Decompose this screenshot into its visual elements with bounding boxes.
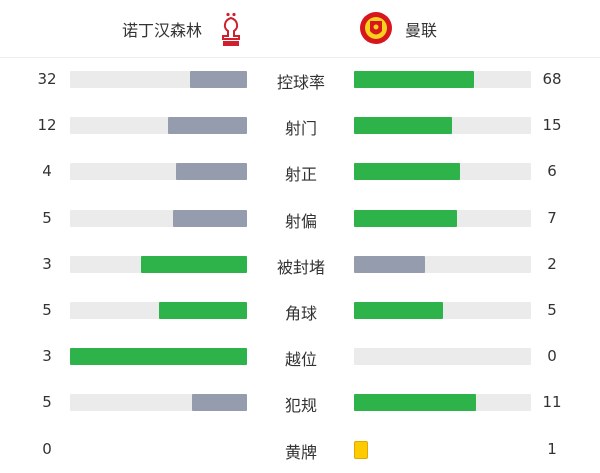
away-value: 1 xyxy=(547,439,557,458)
stat-row: 32 控球率 68 xyxy=(0,57,600,103)
stat-label: 射门 xyxy=(284,119,317,139)
away-bar-track xyxy=(354,302,531,319)
match-header: 诺丁汉森林 曼联 xyxy=(0,0,600,58)
away-value: 11 xyxy=(542,393,562,412)
away-bar-fill xyxy=(354,209,458,227)
stat-label: 黄牌 xyxy=(284,442,317,462)
away-bar-fill xyxy=(354,117,453,135)
home-bar-track xyxy=(70,117,247,135)
yellow-card-icon xyxy=(354,440,368,459)
home-value: 12 xyxy=(37,116,57,135)
home-value: 0 xyxy=(42,439,52,458)
away-bar-track xyxy=(354,394,531,412)
stat-label: 角球 xyxy=(284,304,317,323)
stat-label: 被封堵 xyxy=(276,257,325,277)
home-value: 5 xyxy=(42,208,52,227)
manchester-united-logo-icon xyxy=(360,12,392,44)
home-bar-track xyxy=(70,209,247,227)
stat-row: 3 被封堵 2 xyxy=(0,242,600,288)
home-value: 5 xyxy=(42,393,52,412)
stat-row: 4 射正 6 xyxy=(0,149,600,195)
home-bar-fill xyxy=(176,163,247,181)
home-team-name: 诺丁汉森林 xyxy=(122,21,203,40)
home-bar-track xyxy=(70,348,247,366)
home-bar-track xyxy=(70,302,247,319)
stat-label: 控球率 xyxy=(276,73,325,92)
stat-label: 越位 xyxy=(284,350,317,370)
away-bar-track xyxy=(354,209,531,227)
home-value: 3 xyxy=(42,254,52,273)
stat-row: 5 角球 5 xyxy=(0,288,600,334)
home-bar-fill xyxy=(190,71,247,88)
stat-row: 12 射门 15 xyxy=(0,103,600,149)
away-bar-fill xyxy=(354,163,461,181)
home-bar-fill xyxy=(158,302,247,319)
away-value: 2 xyxy=(547,254,557,273)
away-value: 0 xyxy=(547,347,557,366)
away-bar-track xyxy=(354,117,531,135)
home-value: 32 xyxy=(37,70,57,88)
away-bar-fill xyxy=(354,255,425,273)
stat-row: 0 黄牌 1 xyxy=(0,427,600,473)
away-bar-track xyxy=(354,71,531,88)
home-bar-fill xyxy=(140,255,247,273)
away-bar-fill xyxy=(354,302,443,319)
away-value: 6 xyxy=(547,162,557,181)
home-bar-fill xyxy=(191,394,247,412)
home-bar-fill xyxy=(70,348,247,366)
away-bar-track xyxy=(354,163,531,181)
nottingham-forest-logo-icon xyxy=(222,12,240,46)
home-bar-fill xyxy=(173,209,247,227)
stat-label: 射正 xyxy=(284,165,317,185)
stat-label: 射偏 xyxy=(284,211,317,231)
home-bar-track xyxy=(70,71,247,88)
away-value: 7 xyxy=(547,208,557,227)
away-value: 68 xyxy=(542,70,562,88)
home-bar-track xyxy=(70,163,247,181)
away-bar-fill xyxy=(354,394,476,412)
away-bar-track xyxy=(354,255,531,273)
stat-row: 5 犯规 11 xyxy=(0,380,600,426)
away-value: 15 xyxy=(542,116,562,135)
stat-label: 犯规 xyxy=(284,396,317,416)
away-bar-track xyxy=(354,348,531,366)
stat-row: 5 射偏 7 xyxy=(0,196,600,242)
away-team-name: 曼联 xyxy=(405,21,438,40)
home-bar-track xyxy=(70,255,247,273)
home-value: 3 xyxy=(42,347,52,366)
home-bar-fill xyxy=(168,117,247,135)
away-value: 5 xyxy=(547,301,557,319)
stat-row: 3 越位 0 xyxy=(0,334,600,380)
home-bar-track xyxy=(70,394,247,412)
home-value: 4 xyxy=(42,162,52,181)
away-bar-fill xyxy=(354,71,475,88)
home-value: 5 xyxy=(42,301,52,319)
